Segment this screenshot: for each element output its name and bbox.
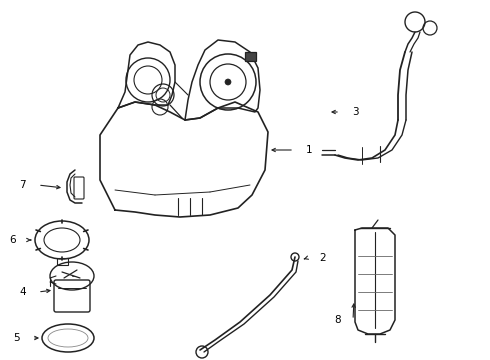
Text: 7: 7: [20, 180, 26, 190]
Text: 5: 5: [13, 333, 20, 343]
Text: 4: 4: [20, 287, 26, 297]
Text: 8: 8: [334, 315, 341, 325]
Text: 3: 3: [352, 107, 359, 117]
Text: 6: 6: [9, 235, 16, 245]
Text: 1: 1: [306, 145, 313, 155]
FancyBboxPatch shape: [245, 51, 255, 60]
Circle shape: [225, 79, 231, 85]
Text: 2: 2: [319, 253, 326, 263]
